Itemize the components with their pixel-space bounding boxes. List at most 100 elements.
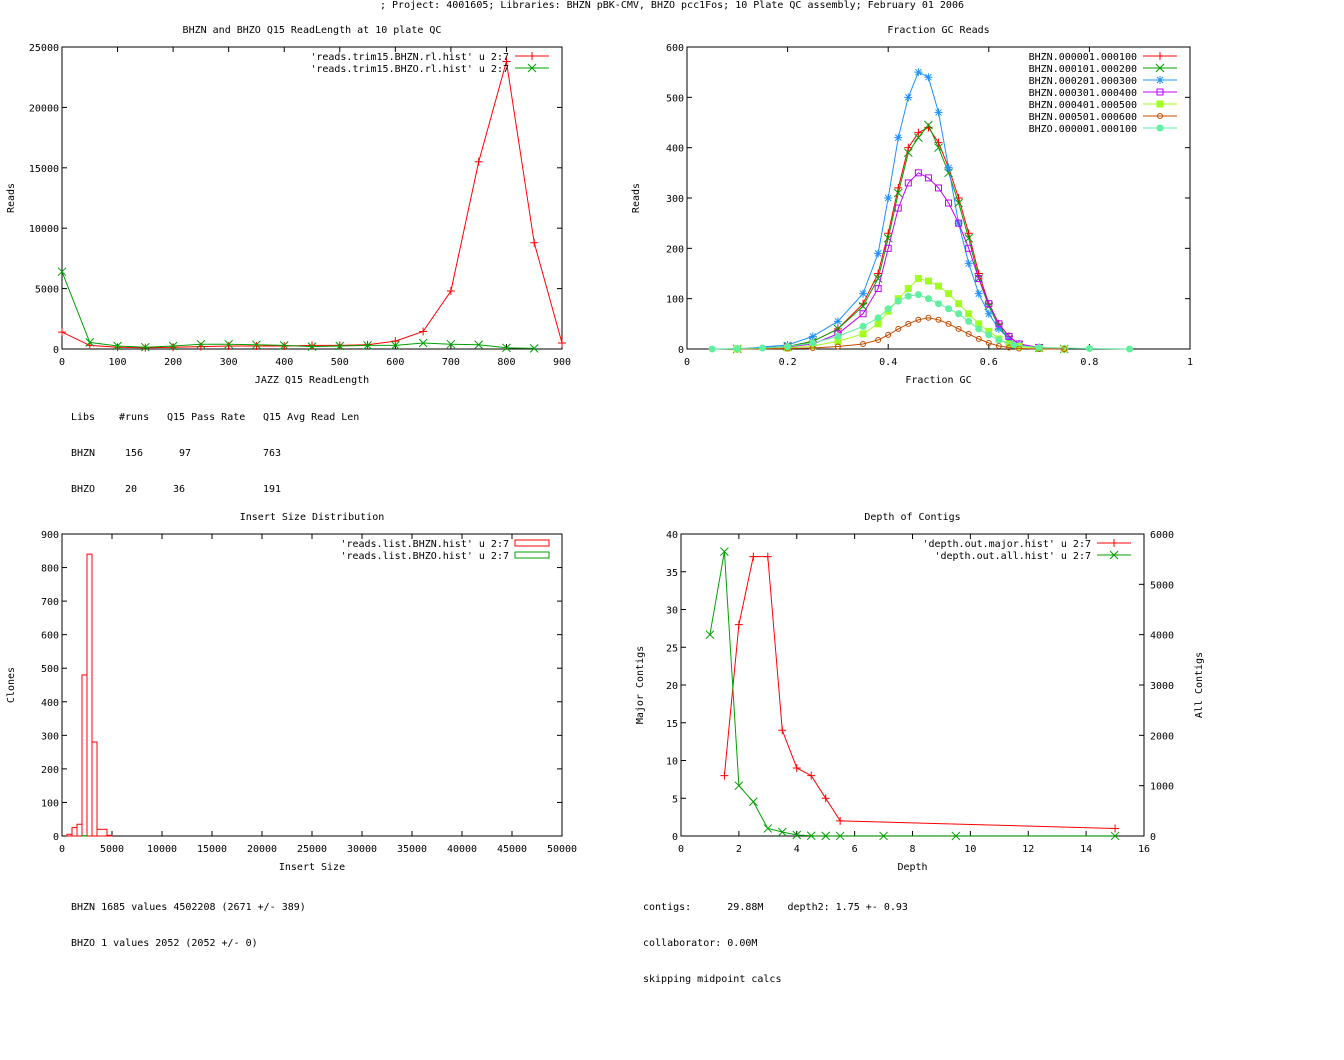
stats-row: BHZO 20 36 191 xyxy=(71,484,359,496)
depth-legend-marker xyxy=(1110,539,1118,547)
gc-x-tick-label: 1 xyxy=(1187,357,1193,368)
gc-data-point xyxy=(965,317,973,325)
depth-stats-line: collaborator: 0.00M xyxy=(643,938,758,949)
gc-data-point xyxy=(834,332,842,340)
gc-data-point xyxy=(904,285,912,293)
gc-data-point xyxy=(914,275,922,283)
insert-y-tick-label: 400 xyxy=(41,698,59,709)
gc-data-point xyxy=(974,289,983,298)
gc-y-tick-label: 600 xyxy=(666,43,684,54)
gc-data-point xyxy=(884,244,892,252)
gc-data-point xyxy=(945,199,953,207)
gc-data-point xyxy=(809,339,817,347)
readlength-data-point xyxy=(446,287,455,296)
gc-data-point xyxy=(874,314,882,322)
gc-data-point xyxy=(955,300,963,308)
insert-stats-line: BHZO 1 values 2052 (2052 +/- 0) xyxy=(71,938,258,949)
gc-data-point xyxy=(904,292,912,300)
readlength-data-point xyxy=(390,341,400,350)
readlength-legend-label: 'reads.trim15.BHZO.rl.hist' u 2:7 xyxy=(310,64,509,75)
gc-data-point xyxy=(893,188,903,198)
gc-legend-label: BHZO.000001.000100 xyxy=(1029,124,1137,135)
readlength-data-point xyxy=(169,343,178,352)
gc-data-point xyxy=(1126,345,1134,353)
readlength-x-tick-label: 700 xyxy=(442,357,460,368)
depth-y-axis-label: Major Contigs xyxy=(635,646,646,724)
gc-data-point xyxy=(935,300,942,308)
readlength-data-point xyxy=(530,238,539,247)
gc-y-tick-label: 100 xyxy=(666,295,684,306)
depth-y-tick-label: 40 xyxy=(666,530,678,541)
insert-y-tick-label: 100 xyxy=(41,798,59,809)
gc-data-point xyxy=(834,343,841,350)
gc-legend-marker xyxy=(1157,113,1163,119)
gc-series-line xyxy=(712,294,1130,350)
gc-y-tick-label: 0 xyxy=(678,345,684,356)
readlength-data-point xyxy=(558,338,566,347)
insert-bar xyxy=(76,823,83,837)
depth-y2-tick-label: 0 xyxy=(1150,832,1156,843)
gc-data-point xyxy=(884,229,893,238)
gc-data-point xyxy=(985,327,993,335)
insert-plot-frame xyxy=(61,533,563,837)
gc-data-point xyxy=(934,108,943,117)
gc-data-point xyxy=(903,148,913,158)
insert-bar xyxy=(106,834,113,837)
depth-plot-frame xyxy=(680,533,1145,837)
gc-legend-marker xyxy=(1155,63,1165,73)
readlength-data-point xyxy=(391,337,400,346)
insert-bar xyxy=(86,553,93,837)
readlength-data-point xyxy=(224,339,234,349)
insert-stats: BHZN 1685 values 4502208 (2671 +/- 389) … xyxy=(71,878,306,962)
readlength-y-tick-label: 15000 xyxy=(29,164,59,175)
gc-data-point xyxy=(894,183,903,192)
gc-y-tick-label: 500 xyxy=(666,93,684,104)
insert-x-tick-label: 15000 xyxy=(197,844,227,855)
gc-data-point xyxy=(995,336,1003,344)
insert-series-1 xyxy=(81,551,550,837)
depth-data-point xyxy=(778,726,787,735)
readlength-x-tick-label: 100 xyxy=(109,357,127,368)
gc-data-point xyxy=(995,320,1003,328)
readlength-data-point xyxy=(252,341,261,350)
gc-data-point xyxy=(924,295,932,303)
readlength-x-tick-label: 900 xyxy=(553,357,571,368)
gc-series-6 xyxy=(708,124,1177,353)
gc-data-point xyxy=(915,316,922,323)
gc-data-point xyxy=(894,297,902,305)
gc-data-point xyxy=(883,233,893,243)
gc-data-point xyxy=(1085,344,1093,352)
depth-x-tick-label: 2 xyxy=(736,844,742,855)
readlength-y-tick-label: 20000 xyxy=(29,103,59,114)
insert-y-tick-label: 200 xyxy=(41,765,59,776)
insert-x-tick-label: 5000 xyxy=(100,844,124,855)
gc-data-point xyxy=(914,128,923,137)
depth-series-line xyxy=(723,556,1116,829)
gc-data-point xyxy=(994,324,1003,333)
depth-x-tick-label: 4 xyxy=(794,844,800,855)
gc-data-point xyxy=(935,316,942,323)
gc-data-point xyxy=(859,322,867,330)
depth-x-tick-label: 8 xyxy=(909,844,915,855)
gc-x-tick-label: 0.8 xyxy=(1080,357,1098,368)
depth-data-point xyxy=(734,620,743,629)
depth-y2-tick-label: 4000 xyxy=(1150,631,1174,642)
readlength-data-point xyxy=(140,342,150,352)
gc-data-point xyxy=(945,305,953,313)
gc-data-point xyxy=(965,310,973,318)
stats-row: BHZN 156 97 763 xyxy=(71,448,359,460)
gc-data-point xyxy=(859,310,867,318)
gc-data-point xyxy=(1005,340,1013,348)
gc-data-point xyxy=(945,290,953,298)
gc-y-tick-label: 400 xyxy=(666,144,684,155)
readlength-y-tick-label: 25000 xyxy=(29,43,59,54)
depth-x-tick-label: 6 xyxy=(852,844,858,855)
gc-legend-marker xyxy=(1156,100,1164,108)
insert-legend-swatch xyxy=(514,539,550,547)
stats-cell: Libs xyxy=(71,412,96,423)
depth-y2-tick-label: 1000 xyxy=(1150,782,1174,793)
gc-data-point xyxy=(875,336,882,343)
gc-data-point xyxy=(995,342,1002,349)
readlength-data-point xyxy=(57,267,67,277)
gc-x-tick-label: 0.6 xyxy=(980,357,998,368)
